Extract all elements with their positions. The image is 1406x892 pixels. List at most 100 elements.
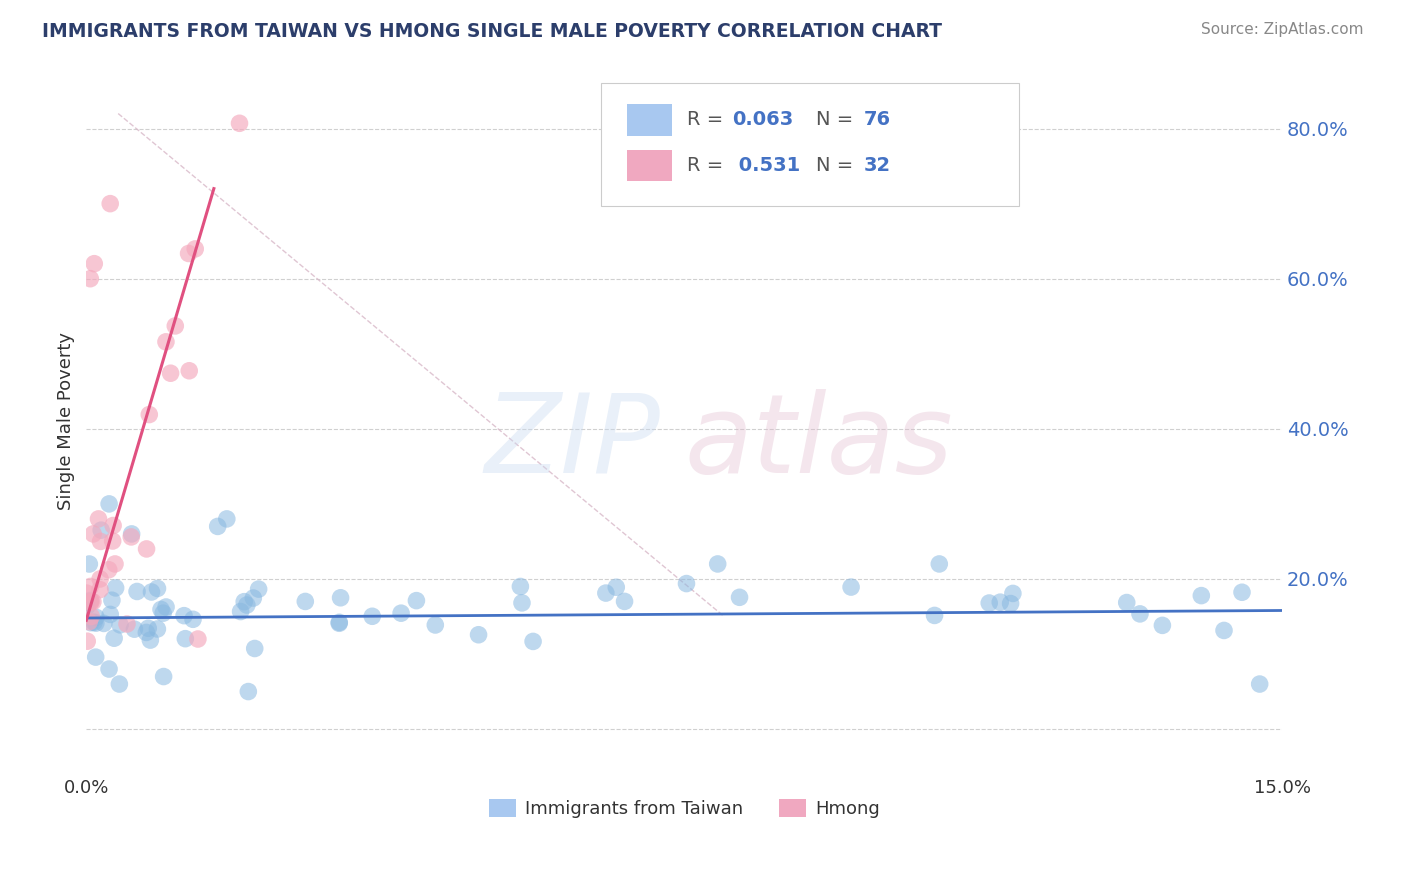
Point (77, 615, 100, 629)
Point (139, 633, 162, 648)
Point (79, 593, 101, 607)
Text: 76: 76 (863, 110, 891, 128)
Point (174, 632, 197, 646)
Point (84, 650, 107, 665)
Point (328, 615, 350, 630)
Point (98, 196, 121, 211)
Text: atlas: atlas (685, 389, 953, 496)
Point (155, 334, 177, 349)
Point (103, 631, 125, 645)
Point (979, 596, 1001, 610)
Point (1230, 585, 1253, 599)
Point (242, 591, 264, 605)
Point (1213, 624, 1236, 638)
Point (361, 609, 384, 624)
Point (228, 116, 250, 130)
FancyBboxPatch shape (627, 103, 672, 136)
Point (675, 576, 697, 591)
Y-axis label: Single Male Poverty: Single Male Poverty (58, 333, 75, 510)
Point (405, 593, 427, 607)
Point (101, 518, 124, 533)
Point (108, 677, 131, 691)
Point (1189, 589, 1212, 603)
Point (389, 606, 412, 620)
Point (613, 594, 636, 608)
Point (509, 579, 531, 593)
Point (243, 641, 266, 656)
Point (124, 622, 146, 636)
Point (146, 582, 169, 596)
Text: N =: N = (815, 156, 859, 176)
Point (595, 586, 617, 600)
Point (79, 557, 101, 571)
Point (236, 598, 259, 612)
Point (152, 606, 174, 620)
Point (229, 605, 252, 619)
Point (76, 595, 98, 609)
Point (80, 615, 103, 630)
Point (90, 523, 112, 537)
Point (90, 534, 112, 549)
Point (76, 599, 98, 614)
Text: N =: N = (815, 110, 859, 128)
Point (98, 497, 121, 511)
Point (605, 580, 627, 594)
Point (115, 617, 138, 632)
Point (184, 242, 207, 256)
Point (76, 634, 98, 648)
Point (1129, 607, 1152, 621)
Point (97, 563, 120, 577)
Point (425, 618, 447, 632)
Point (141, 585, 163, 599)
Point (1249, 677, 1271, 691)
Text: R =: R = (686, 110, 730, 128)
Point (89, 572, 111, 586)
Point (136, 621, 159, 635)
Point (1001, 586, 1024, 600)
Point (924, 608, 946, 623)
Point (135, 625, 157, 640)
Point (294, 594, 316, 608)
Point (207, 519, 229, 533)
Point (108, 617, 131, 632)
Point (728, 591, 751, 605)
Point (89, 582, 111, 597)
Point (101, 534, 124, 549)
Point (1115, 595, 1137, 609)
Point (150, 602, 173, 616)
Point (121, 527, 143, 541)
Point (84, 610, 107, 624)
Point (83, 257, 105, 271)
Point (79, 595, 101, 609)
Point (467, 628, 489, 642)
Legend: Immigrants from Taiwan, Hmong: Immigrants from Taiwan, Hmong (481, 791, 887, 825)
Point (179, 364, 201, 378)
Point (76, 586, 98, 600)
Point (928, 557, 950, 571)
Point (1000, 597, 1022, 611)
Point (177, 246, 200, 260)
FancyBboxPatch shape (627, 150, 672, 181)
Point (79, 271, 101, 285)
Point (146, 622, 169, 636)
Text: 0.063: 0.063 (733, 110, 793, 128)
Point (93, 616, 115, 631)
Point (510, 596, 533, 610)
Point (82, 527, 104, 541)
Point (328, 616, 350, 631)
Point (238, 684, 260, 698)
Point (79, 579, 101, 593)
Point (329, 591, 352, 605)
Point (152, 669, 174, 683)
Point (173, 608, 195, 623)
Point (104, 581, 127, 595)
Point (80, 594, 103, 608)
Text: Source: ZipAtlas.com: Source: ZipAtlas.com (1201, 22, 1364, 37)
Point (83, 615, 105, 630)
Point (522, 634, 544, 648)
Point (159, 366, 181, 380)
Point (988, 595, 1011, 609)
Point (104, 557, 127, 571)
Point (98, 607, 121, 622)
Text: 32: 32 (863, 156, 891, 176)
